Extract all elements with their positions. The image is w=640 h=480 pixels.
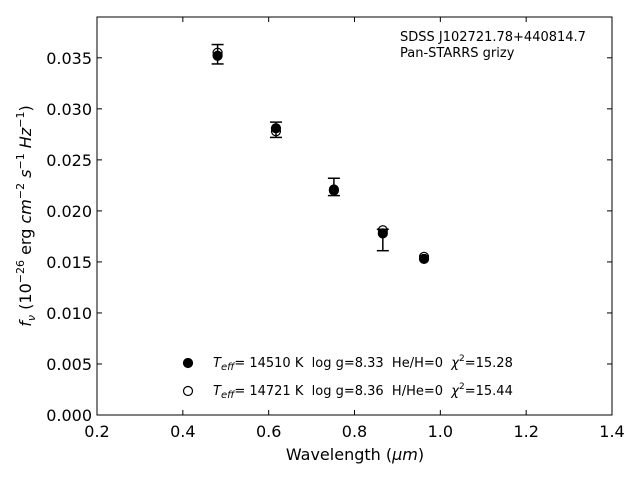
y-tick-label: 0.030 <box>46 100 92 119</box>
y-tick-label: 0.035 <box>46 49 92 68</box>
annotation-object: SDSS J102721.78+440814.7 <box>400 30 586 45</box>
y-tick-label: 0.010 <box>46 304 92 323</box>
y-tick-label: 0.025 <box>46 151 92 170</box>
model-point-filled <box>270 123 282 134</box>
y-tick-label: 0.000 <box>46 406 92 425</box>
legend-label-helium: Teff= 14721 K log g=8.36 H/He=0 χ2=15.44 <box>213 382 513 401</box>
model-point-open <box>212 47 223 58</box>
y-axis-title: fν (10−26 erg cm−2 s−1 Hz−1) <box>14 105 38 326</box>
legend: Teff= 14510 K log g=8.33 He/H=0 χ2=15.28… <box>182 354 513 401</box>
x-tick-label: 0.6 <box>256 422 281 441</box>
y-tick-label: 0.015 <box>46 253 92 272</box>
annotation-survey: Pan-STARRS grizy <box>400 46 515 61</box>
x-tick-label: 0.2 <box>84 422 109 441</box>
x-tick-label: 0.4 <box>170 422 195 441</box>
y-tick-label: 0.020 <box>46 202 92 221</box>
x-tick-label: 1.0 <box>428 422 453 441</box>
model-point-filled <box>418 253 430 264</box>
axis-ticks: 0.2 0.4 0.6 0.8 1.0 1.2 1.4 0.000 0.005 0.010 0.01… <box>46 17 625 441</box>
x-tick-label: 1.4 <box>599 422 624 441</box>
y-tick-label: 0.005 <box>46 355 92 374</box>
model-point-filled <box>377 228 388 239</box>
data-points <box>211 43 430 264</box>
model-point-open <box>377 225 388 236</box>
legend-marker-filled <box>182 357 194 369</box>
legend-marker-open <box>182 385 194 397</box>
x-axis-title: Wavelength (μm) <box>286 445 424 464</box>
x-tick-label: 1.2 <box>513 422 538 441</box>
model-point-open <box>328 185 339 196</box>
x-tick-label: 0.8 <box>342 422 367 441</box>
model-point-filled <box>212 50 223 61</box>
model-point-open <box>270 126 282 137</box>
legend-label-hydrogen: Teff= 14510 K log g=8.33 He/H=0 χ2=15.28 <box>213 354 513 373</box>
model-point-open <box>418 251 430 262</box>
